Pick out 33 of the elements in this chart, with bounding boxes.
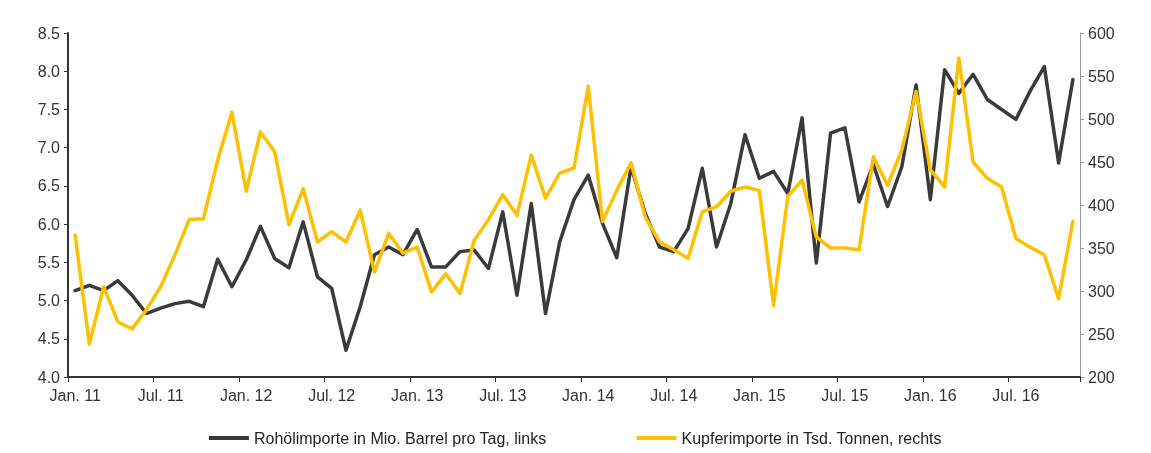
x-tick-label: Jan. 14 bbox=[562, 386, 615, 404]
x-tick-label: Jul. 13 bbox=[479, 386, 527, 404]
x-tick-label: Jul. 15 bbox=[821, 386, 869, 404]
y2-tick-label: 400 bbox=[1088, 196, 1115, 214]
y-tick-label: 8.5 bbox=[37, 24, 61, 42]
y2-tick-label: 450 bbox=[1088, 153, 1115, 171]
x-tick-label: Jul. 11 bbox=[137, 386, 184, 404]
y-tick-label: 7.5 bbox=[37, 100, 61, 118]
y2-tick-label: 500 bbox=[1088, 110, 1115, 128]
x-tick-label: Jan. 15 bbox=[733, 386, 786, 404]
x-tick-label: Jan. 13 bbox=[390, 386, 444, 404]
x-tick-label: Jan. 11 bbox=[49, 386, 101, 404]
y2-tick-label: 250 bbox=[1088, 325, 1115, 343]
y-tick-label: 7.0 bbox=[37, 139, 61, 157]
y2-tick-label: 350 bbox=[1088, 239, 1115, 257]
x-tick-label: Jul. 12 bbox=[308, 386, 356, 404]
y-tick-label: 6.0 bbox=[37, 215, 61, 233]
y-tick-label: 4.5 bbox=[37, 330, 61, 348]
legend-label: Rohölimporte in Mio. Barrel pro Tag, links bbox=[253, 429, 547, 447]
y2-tick-label: 300 bbox=[1088, 282, 1115, 300]
y-tick-label: 8.0 bbox=[37, 62, 61, 80]
x-tick-label: Jan. 12 bbox=[219, 386, 273, 404]
x-tick-label: Jul. 14 bbox=[650, 386, 698, 404]
legend-label: Kupferimporte in Tsd. Tonnen, rechts bbox=[681, 429, 942, 447]
x-tick-label: Jul. 16 bbox=[992, 386, 1040, 404]
y-tick-label: 6.5 bbox=[37, 177, 61, 195]
x-tick-label: Jan. 16 bbox=[904, 386, 957, 404]
y-tick-label: 4.0 bbox=[37, 368, 61, 386]
y2-tick-label: 200 bbox=[1088, 368, 1115, 386]
y2-tick-label: 600 bbox=[1088, 24, 1115, 42]
y-tick-label: 5.5 bbox=[37, 253, 61, 271]
y2-tick-label: 550 bbox=[1088, 67, 1115, 85]
y-tick-label: 5.0 bbox=[37, 292, 61, 310]
